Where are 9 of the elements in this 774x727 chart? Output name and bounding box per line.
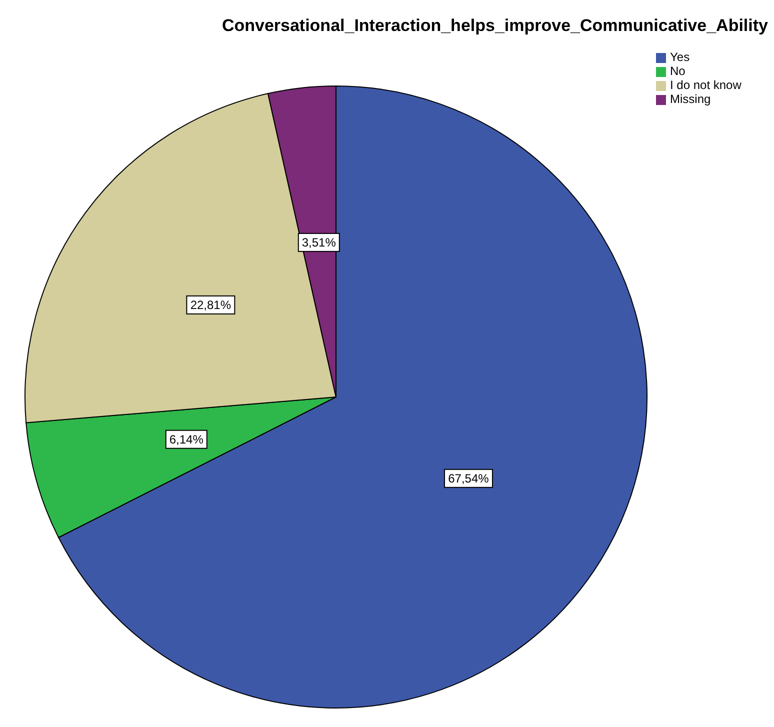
data-label: 22,81% — [190, 298, 232, 312]
chart-title: Conversational_Interaction_helps_improve_Communicative_Ability — [220, 16, 768, 36]
legend-label: No — [670, 64, 686, 78]
legend-label: Missing — [670, 92, 711, 106]
data-label: 6,14% — [169, 432, 204, 446]
data-label: 67,54% — [448, 471, 490, 486]
data-label: 3,51% — [302, 235, 336, 250]
legend-label: Yes — [670, 50, 690, 64]
legend-label: I do not know — [670, 78, 742, 92]
